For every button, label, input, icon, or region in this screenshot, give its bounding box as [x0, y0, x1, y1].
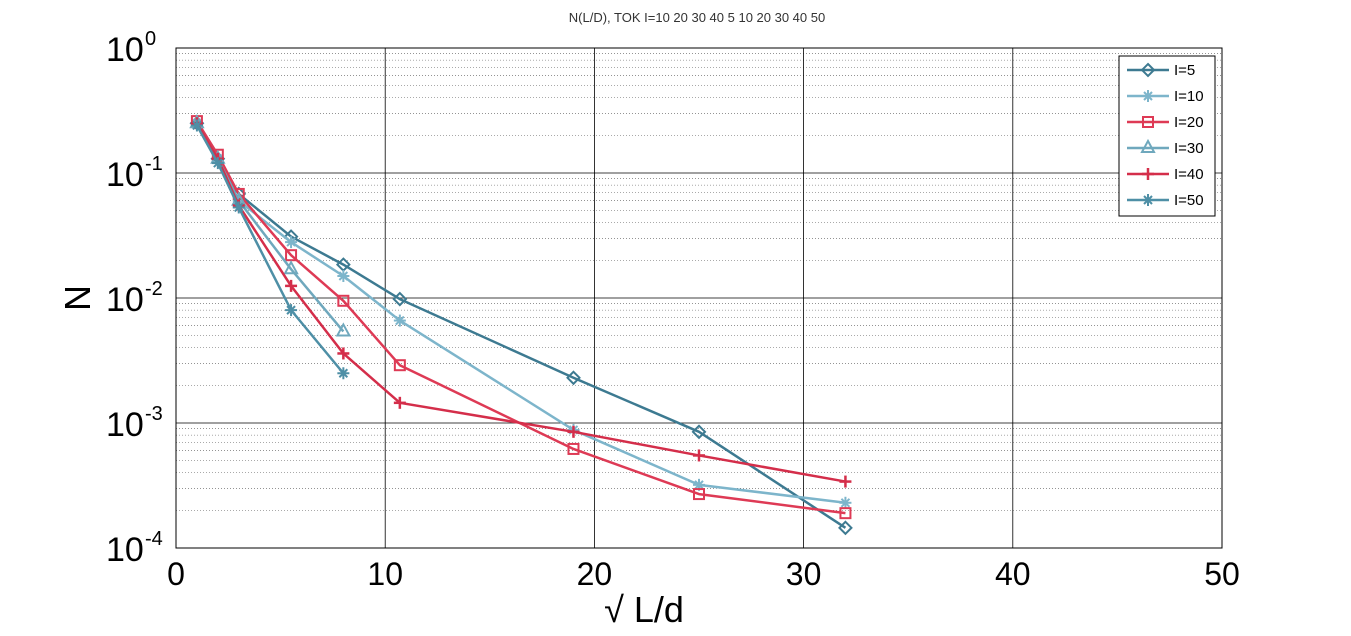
- legend: I=5 I=10 I=20 I=30 I=40 I=50: [1118, 55, 1216, 217]
- legend-item: I=40: [1127, 166, 1204, 183]
- y-tick-exponent: -3: [145, 403, 163, 425]
- legend-item: I=50: [1127, 192, 1204, 209]
- data-point: [285, 279, 298, 292]
- series-line-3: [195, 120, 846, 515]
- data-point: [693, 488, 705, 501]
- y-axis-label: N: [57, 285, 98, 311]
- data-point: [838, 520, 853, 536]
- y-tick-exponent: 0: [145, 28, 156, 50]
- legend-item: I=20: [1127, 114, 1204, 131]
- y-tick-label: 10: [106, 531, 144, 569]
- y-tick-exponent: -2: [145, 278, 163, 300]
- legend-marker: [1140, 138, 1156, 153]
- data-point: [285, 236, 298, 249]
- y-tick-label: 10: [106, 31, 144, 69]
- y-tick-label: 10: [106, 156, 144, 194]
- legend-item: I=30: [1127, 138, 1204, 157]
- legend-label: I=40: [1174, 166, 1204, 183]
- data-point: [337, 367, 350, 380]
- data-point: [337, 347, 350, 360]
- x-axis-label: √ L/d: [604, 589, 684, 630]
- data-point: [693, 478, 705, 491]
- legend-marker: [1140, 62, 1156, 78]
- legend-marker: [1142, 116, 1154, 128]
- legend-item: I=5: [1127, 62, 1195, 79]
- legend-label: I=30: [1174, 140, 1204, 157]
- data-point: [567, 425, 580, 438]
- x-tick-label: 30: [786, 556, 822, 592]
- x-tick-label: 50: [1204, 556, 1240, 592]
- chart-title: N(L/D), TOK I=10 20 30 40 5 10 20 30 40 …: [569, 10, 825, 25]
- legend-label: I=10: [1174, 88, 1204, 105]
- data-point: [393, 314, 406, 327]
- legend-label: I=50: [1174, 192, 1204, 209]
- y-tick-label: 10: [106, 281, 144, 319]
- data-point: [393, 359, 406, 372]
- x-axis-ticks: 0 10 20 30 40 50: [167, 556, 1240, 592]
- data-point: [335, 322, 352, 337]
- data-point: [392, 291, 408, 307]
- data-point: [190, 119, 203, 132]
- legend-marker: [1142, 168, 1154, 180]
- data-point: [393, 396, 406, 409]
- data-point: [337, 294, 350, 307]
- data-point: [839, 475, 852, 488]
- y-tick-exponent: -4: [145, 528, 163, 550]
- legend-marker: [1142, 194, 1154, 206]
- data-point: [232, 201, 245, 214]
- x-tick-label: 40: [995, 556, 1031, 592]
- plot-frame: [175, 47, 1223, 549]
- legend-box: [1118, 55, 1216, 217]
- y-tick-label: 10: [106, 406, 144, 444]
- data-point: [567, 442, 580, 455]
- data-point: [566, 370, 581, 386]
- x-tick-label: 0: [167, 556, 185, 592]
- data-point: [693, 449, 705, 462]
- series-group: [189, 114, 853, 536]
- legend-item: I=10: [1127, 88, 1204, 105]
- legend-marker: [1142, 90, 1154, 102]
- legend-label: I=5: [1174, 62, 1195, 79]
- data-point: [839, 507, 852, 520]
- x-tick-label: 20: [577, 556, 613, 592]
- data-point: [839, 496, 852, 509]
- data-point: [211, 157, 224, 170]
- legend-label: I=20: [1174, 114, 1204, 131]
- x-tick-label: 10: [367, 556, 403, 592]
- data-point: [691, 424, 707, 440]
- data-point: [337, 269, 350, 282]
- data-point: [285, 304, 298, 317]
- data-point: [283, 260, 299, 275]
- y-tick-exponent: -1: [145, 153, 163, 175]
